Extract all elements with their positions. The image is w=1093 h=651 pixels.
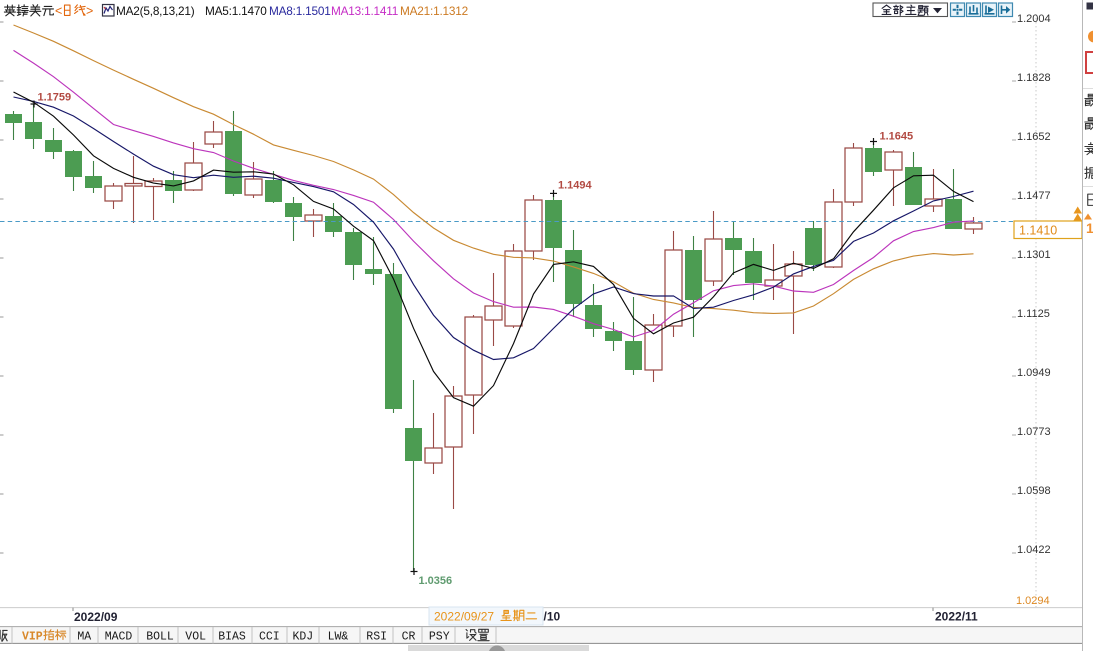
svg-text:VOL: VOL xyxy=(185,631,206,644)
svg-text:MA2(5,8,13,21): MA2(5,8,13,21) xyxy=(116,4,195,18)
svg-text:VIP: VIP xyxy=(22,631,43,644)
svg-text:1.1301: 1.1301 xyxy=(1017,249,1051,261)
svg-text:KDJ: KDJ xyxy=(293,631,314,644)
svg-text:2022/09: 2022/09 xyxy=(74,610,118,624)
svg-text:1.: 1. xyxy=(1086,220,1093,236)
svg-text:LW&: LW& xyxy=(328,631,349,644)
svg-text:1.0598: 1.0598 xyxy=(1017,485,1051,497)
svg-text:1.1645: 1.1645 xyxy=(880,131,914,143)
svg-text:MA21:1.1312: MA21:1.1312 xyxy=(400,4,468,18)
svg-text:1.0422: 1.0422 xyxy=(1017,544,1051,556)
svg-text:BOLL: BOLL xyxy=(146,631,174,644)
svg-text:2022/11: 2022/11 xyxy=(935,610,978,624)
svg-text:1.1477: 1.1477 xyxy=(1017,190,1051,202)
svg-text:/10: /10 xyxy=(544,610,561,624)
svg-text:CCI: CCI xyxy=(259,631,280,644)
svg-text:2022/09/27: 2022/09/27 xyxy=(434,610,494,624)
svg-text:MA13:1.1411: MA13:1.1411 xyxy=(331,4,398,18)
svg-text:CR: CR xyxy=(402,631,416,644)
svg-text:1.1652: 1.1652 xyxy=(1017,131,1051,143)
svg-text:1.1494: 1.1494 xyxy=(558,180,593,192)
svg-text:1.1410: 1.1410 xyxy=(1019,224,1057,238)
svg-text:>: > xyxy=(86,4,93,18)
svg-text:1.1759: 1.1759 xyxy=(38,92,72,104)
svg-text:1.2004: 1.2004 xyxy=(1017,13,1051,25)
svg-text:1.0773: 1.0773 xyxy=(1017,426,1051,438)
svg-text:1.0949: 1.0949 xyxy=(1017,367,1051,379)
svg-text:<: < xyxy=(55,4,62,18)
svg-text:1.0294: 1.0294 xyxy=(1016,595,1050,607)
svg-text:1.1125: 1.1125 xyxy=(1017,308,1050,320)
svg-text:RSI: RSI xyxy=(366,631,387,644)
svg-text:PSY: PSY xyxy=(429,631,450,644)
svg-text:1.1828: 1.1828 xyxy=(1017,72,1051,84)
svg-text:MA5:1.1470: MA5:1.1470 xyxy=(205,4,267,18)
svg-text:BIAS: BIAS xyxy=(218,631,246,644)
svg-text:MACD: MACD xyxy=(105,631,133,644)
svg-text:MA8:1.1501: MA8:1.1501 xyxy=(269,4,331,18)
svg-text:1.0356: 1.0356 xyxy=(419,575,453,587)
svg-text:MA: MA xyxy=(77,631,91,644)
